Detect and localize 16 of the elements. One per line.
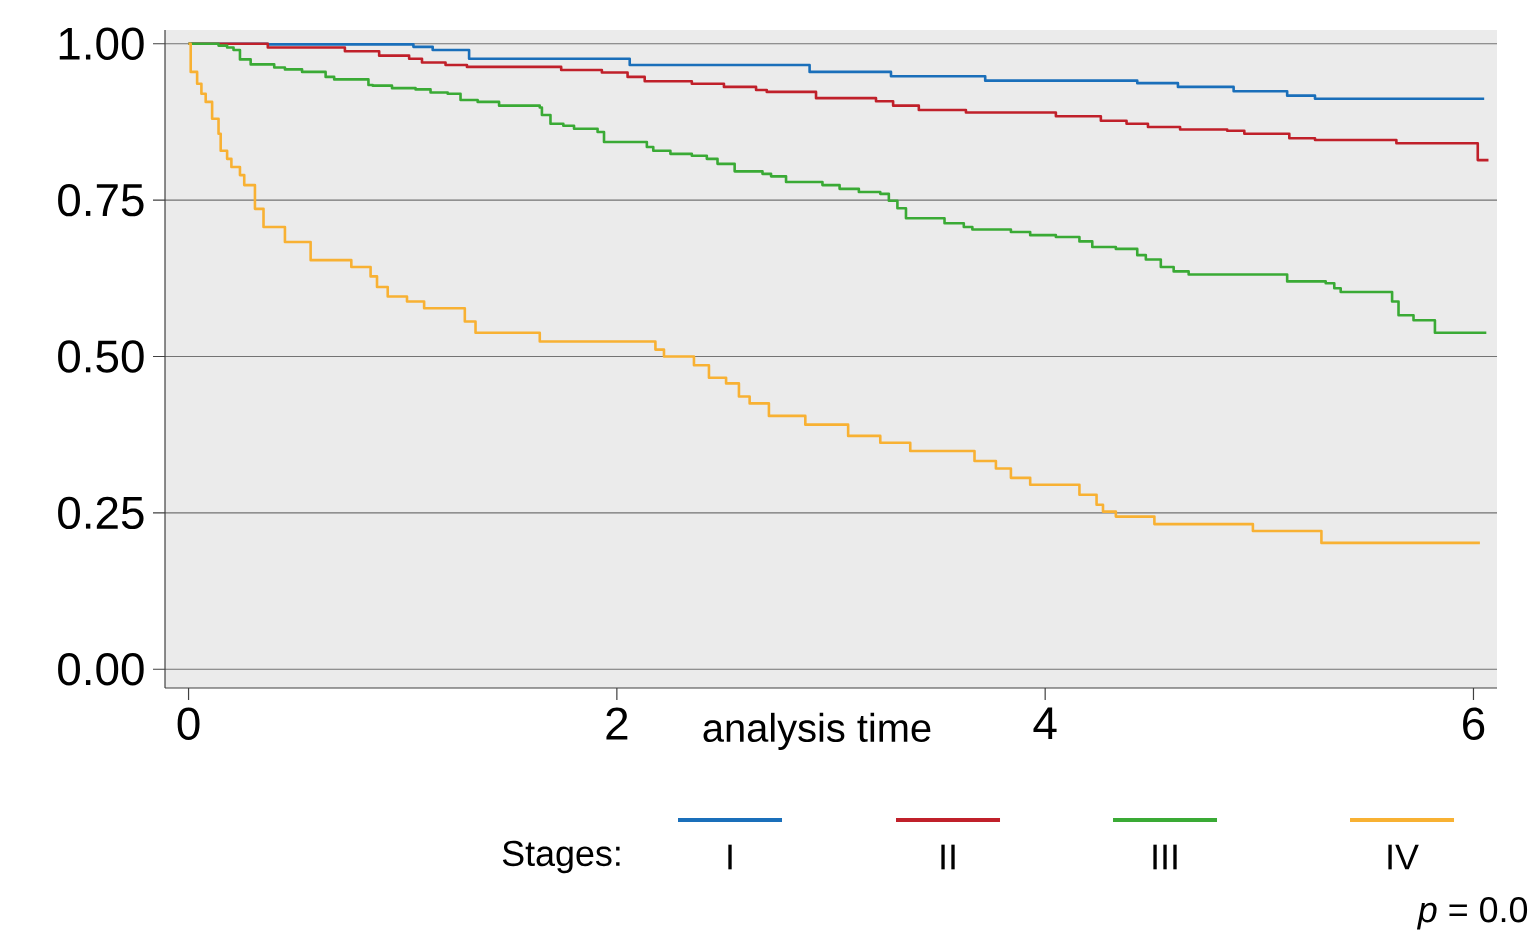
x-tick-label: 0 [177, 707, 200, 740]
x-axis-title: analysis time [703, 712, 931, 750]
text: p = 0.0 [1416, 897, 1528, 930]
y-tick-label: 0.75 [58, 183, 144, 217]
legend-label: III [1153, 844, 1177, 870]
x-tick-label: 2 [606, 707, 628, 740]
y-tick-label: 0.00 [58, 653, 144, 686]
legend-label: IV [1388, 844, 1419, 870]
x-tick-label: 4 [1033, 707, 1057, 740]
legend-label: II [941, 844, 955, 870]
y-tick-label: 0.25 [58, 496, 144, 530]
legend-title: Stages: [502, 840, 620, 874]
legend-label: I [728, 844, 732, 870]
y-tick-label: 0.50 [58, 340, 144, 373]
x-tick-label: 6 [1463, 707, 1485, 740]
y-tick-label: 1.00 [59, 27, 144, 60]
